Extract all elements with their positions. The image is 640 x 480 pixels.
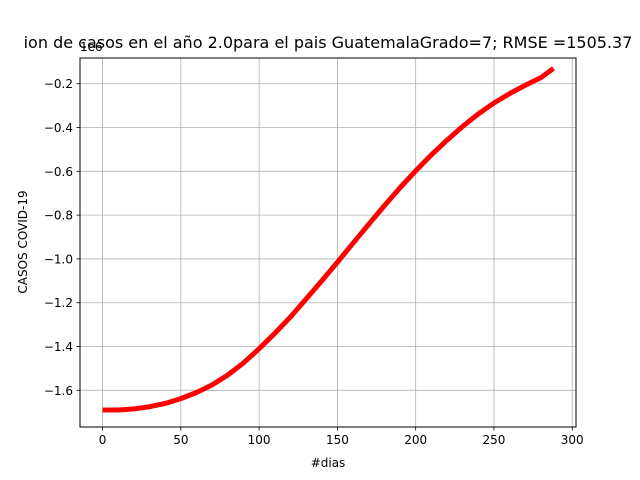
series-line [102, 66, 555, 413]
x-tick-label: 300 [561, 433, 584, 447]
x-tick-label: 200 [404, 433, 427, 447]
y-tick-label: −0.2 [44, 77, 73, 91]
x-tick-label: 0 [99, 433, 107, 447]
y-tick-label: −1.0 [44, 252, 73, 266]
x-tick-label: 150 [326, 433, 349, 447]
chart-title: ion de casos en el año 2.0para el pais G… [24, 33, 633, 52]
x-axis-label: #dias [311, 456, 346, 470]
y-tick-label: −0.6 [44, 165, 73, 179]
x-tick-label: 100 [248, 433, 271, 447]
y-tick-label: −0.4 [44, 121, 73, 135]
x-tick-label: 250 [483, 433, 506, 447]
y-axis-label: CASOS COVID-19 [16, 190, 30, 293]
y-tick-label: −1.2 [44, 296, 73, 310]
gridlines [80, 58, 576, 427]
y-tick-label: −0.8 [44, 209, 73, 223]
y-tick-label: −1.4 [44, 340, 73, 354]
axis-ticks: 0 50 100 150 200 250 300 −1.6 −1.4 −1.2 −1.0 −0.8 −0… [44, 77, 584, 447]
y-tick-label: −1.6 [44, 384, 73, 398]
plot-frame [79, 57, 577, 428]
x-tick-label: 50 [173, 433, 188, 447]
y-offset-label: 1e6 [80, 40, 103, 54]
